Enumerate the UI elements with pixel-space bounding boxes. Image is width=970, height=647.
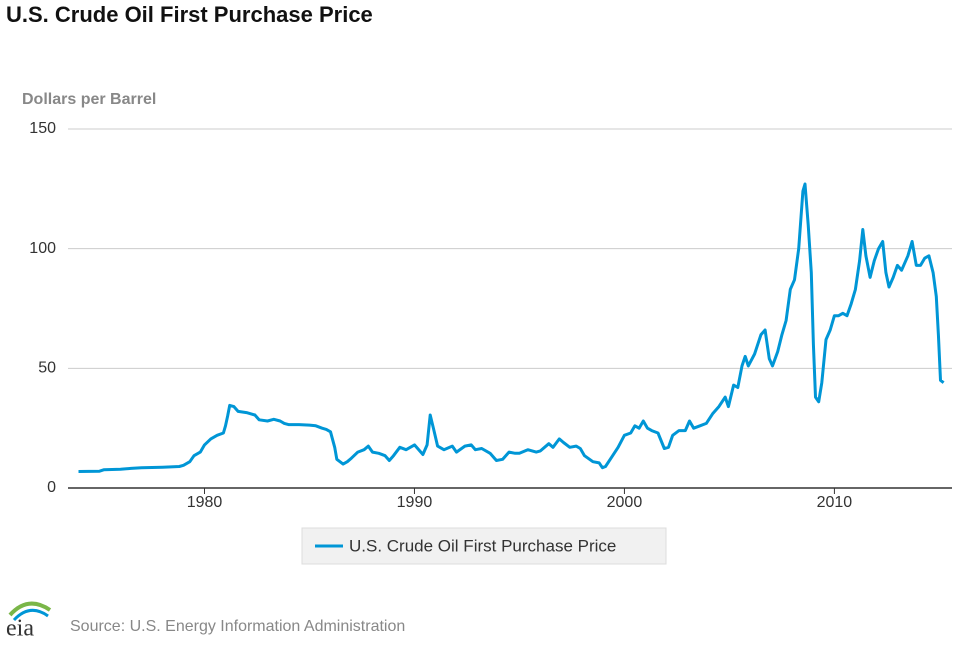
logo: eia [6,616,34,642]
x-tick-label: 1990 [397,494,433,511]
legend [301,527,667,565]
logo-arc [12,608,49,622]
y-tick-label: 50 [38,360,56,377]
y-tick-label: 0 [47,479,56,496]
legend-label: U.S. Crude Oil First Purchase Price [349,536,616,555]
source: Source: U.S. Energy Information Administ… [70,618,405,635]
logo-arc [8,601,52,617]
data-line [78,182,945,473]
x-tick-label: 2000 [607,494,643,511]
x-tick-label: 1980 [187,494,223,511]
y-tick-label: 150 [29,120,56,137]
chart-title: U.S. Crude Oil First Purchase Price [6,2,373,27]
y-axis-label: Dollars per Barrel [22,91,156,108]
y-tick-label: 100 [29,240,56,257]
x-tick-label: 2010 [817,494,853,511]
